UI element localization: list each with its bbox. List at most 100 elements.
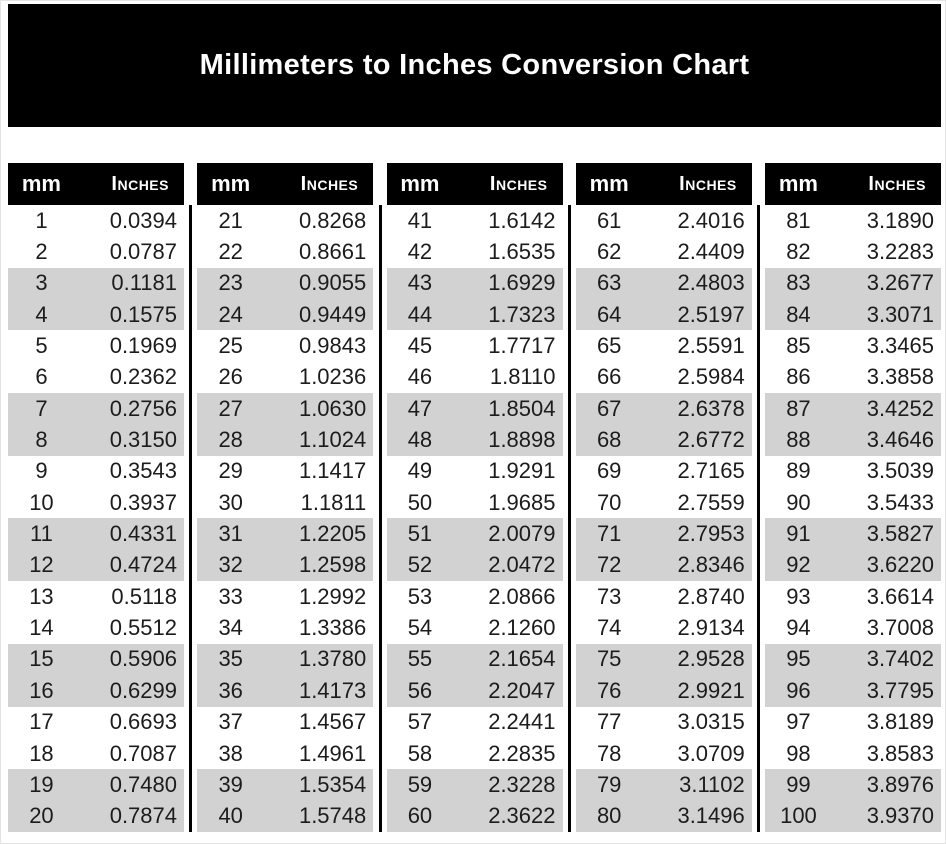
mm-value: 59 xyxy=(407,771,433,797)
mm-value: 100 xyxy=(780,803,817,829)
inches-value: 1.2205 xyxy=(298,521,367,547)
inches-value: 2.4409 xyxy=(677,239,745,265)
inches-value: 1.6929 xyxy=(488,270,556,296)
table-row: 83 3.2677 xyxy=(765,267,941,300)
mm-value: 76 xyxy=(596,677,622,703)
inches-column-header: Inches xyxy=(300,172,359,195)
inches-value: 1.2992 xyxy=(298,583,367,609)
inches-value: 3.3465 xyxy=(866,333,934,359)
mm-value: 36 xyxy=(218,677,243,703)
mm-column-header: mm xyxy=(211,171,251,196)
table-row: 72 2.8346 xyxy=(575,549,752,582)
inches-value: 0.3543 xyxy=(109,458,177,484)
table-row: 4 0.1575 xyxy=(8,299,184,331)
inches-value: 2.9528 xyxy=(677,646,745,672)
inches-value: 2.7559 xyxy=(677,489,745,515)
inches-value: 1.9291 xyxy=(488,458,556,484)
mm-value: 44 xyxy=(407,301,433,327)
mm-value: 41 xyxy=(407,207,433,233)
table-row: 51 2.0079 xyxy=(386,518,563,550)
table-row: 69 2.7165 xyxy=(575,455,752,488)
inches-value: 2.6772 xyxy=(677,427,745,453)
table-row: 36 1.4173 xyxy=(197,675,374,707)
table-row: 89 3.5039 xyxy=(765,455,941,488)
title-banner: Millimeters to Inches Conversion Chart xyxy=(8,4,941,127)
mm-value: 39 xyxy=(218,771,243,797)
table-row: 94 3.7008 xyxy=(765,612,941,644)
mm-value: 1 xyxy=(35,207,48,233)
table-row: 84 3.3071 xyxy=(765,299,941,331)
table-row: 65 2.5591 xyxy=(575,330,752,362)
table-row: 70 2.7559 xyxy=(575,487,752,519)
mm-value: 5 xyxy=(35,333,48,359)
table-row: 79 3.1102 xyxy=(575,769,752,801)
inches-column-header: Inches xyxy=(868,172,926,195)
table-row: 74 2.9134 xyxy=(575,612,752,644)
table-row: 37 1.4567 xyxy=(197,706,374,738)
table-row: 53 2.0866 xyxy=(386,581,563,613)
mm-value: 81 xyxy=(786,207,811,233)
inches-value: 3.8189 xyxy=(866,709,934,735)
mm-value: 46 xyxy=(407,364,433,390)
table-row: 8 0.3150 xyxy=(8,424,184,456)
inches-value: 3.7402 xyxy=(866,646,934,672)
table-row: 80 3.1496 xyxy=(575,800,752,832)
inches-value: 1.1024 xyxy=(298,427,367,453)
table-row: 20 0.7874 xyxy=(8,800,184,832)
table-row: 82 3.2283 xyxy=(765,236,941,268)
table-header: mm Inches xyxy=(386,163,563,205)
inches-value: 1.3780 xyxy=(298,646,367,672)
inches-value: 1.5354 xyxy=(298,771,367,797)
mm-value: 43 xyxy=(407,270,433,296)
inches-value: 0.7874 xyxy=(109,803,177,829)
inches-value: 3.0709 xyxy=(677,740,745,766)
table-row: 92 3.6220 xyxy=(765,549,941,582)
mm-value: 19 xyxy=(29,771,54,797)
inches-value: 1.4961 xyxy=(298,740,367,766)
table-row: 78 3.0709 xyxy=(575,737,752,770)
mm-value: 10 xyxy=(29,489,54,515)
inches-value: 1.2598 xyxy=(298,552,367,578)
inches-value: 2.9921 xyxy=(677,677,745,703)
table-row: 99 3.8976 xyxy=(765,769,941,801)
inches-value: 1.4567 xyxy=(298,709,367,735)
mm-value: 31 xyxy=(218,521,243,547)
table-row: 24 0.9449 xyxy=(197,299,374,331)
table-row: 54 2.1260 xyxy=(386,612,563,644)
mm-value: 68 xyxy=(596,427,622,453)
mm-value: 85 xyxy=(786,333,811,359)
mm-value: 70 xyxy=(596,489,622,515)
inches-value: 2.4016 xyxy=(677,207,745,233)
table-row: 34 1.3386 xyxy=(197,612,374,644)
inches-value: 0.9449 xyxy=(298,301,367,327)
inches-value: 2.3228 xyxy=(488,771,556,797)
table-row: 97 3.8189 xyxy=(765,706,941,738)
table-row: 66 2.5984 xyxy=(575,361,752,394)
inches-value: 1.1811 xyxy=(300,489,367,515)
mm-value: 67 xyxy=(596,395,622,421)
mm-value: 27 xyxy=(218,395,243,421)
mm-value: 32 xyxy=(218,552,243,578)
inches-value: 2.5591 xyxy=(677,333,745,359)
mm-value: 9 xyxy=(35,458,48,484)
table-row: 90 3.5433 xyxy=(765,487,941,519)
mm-value: 65 xyxy=(596,333,622,359)
mm-value: 21 xyxy=(218,207,243,233)
table-row: 81 3.1890 xyxy=(765,205,941,237)
mm-value: 35 xyxy=(218,646,243,672)
mm-value: 74 xyxy=(596,615,622,641)
inches-value: 3.8976 xyxy=(866,771,934,797)
inches-value: 1.4173 xyxy=(298,677,367,703)
inches-value: 0.3150 xyxy=(109,427,177,453)
mm-value: 93 xyxy=(786,583,811,609)
mm-value: 87 xyxy=(786,395,811,421)
inches-value: 0.8661 xyxy=(298,239,367,265)
inches-column-header: Inches xyxy=(679,172,737,195)
table-row: 3 0.1181 xyxy=(8,267,184,300)
mm-value: 48 xyxy=(407,427,433,453)
mm-value: 20 xyxy=(29,803,54,829)
inches-value: 1.7717 xyxy=(488,333,556,359)
mm-value: 73 xyxy=(596,583,622,609)
table-row: 9 0.3543 xyxy=(8,455,184,488)
table-row: 57 2.2441 xyxy=(386,706,563,738)
